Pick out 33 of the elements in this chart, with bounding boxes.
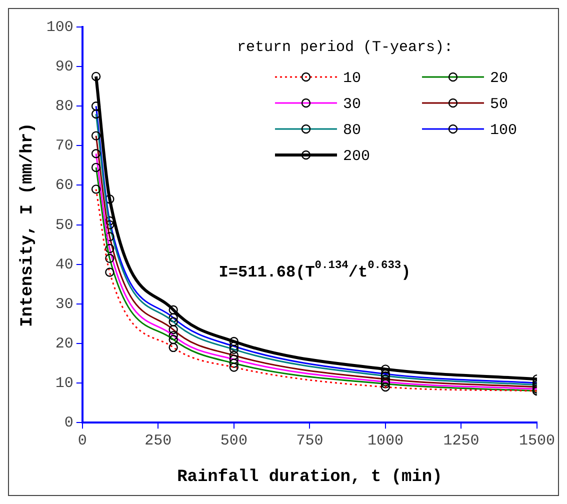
x-tick-label: 0 <box>78 432 87 450</box>
legend-label: 50 <box>490 96 508 113</box>
point <box>229 336 239 346</box>
y-tick-label: 90 <box>55 58 74 76</box>
legend-label: 20 <box>490 70 508 87</box>
y-tick-label: 20 <box>55 335 74 352</box>
x-axis-title: Rainfall duration, t (min) <box>177 468 442 488</box>
point <box>168 305 178 314</box>
y-tick-label: 100 <box>46 18 74 36</box>
y-tick-label: 80 <box>55 98 74 116</box>
point <box>380 364 390 374</box>
y-tick-label: 70 <box>55 138 74 155</box>
legend-label: 80 <box>342 122 362 139</box>
legend-label: 100 <box>490 122 518 139</box>
x-tick-label: 250 <box>144 432 172 450</box>
x-tick-label: 500 <box>220 432 248 450</box>
y-tick-label: 30 <box>55 296 74 313</box>
y-tick-label: 10 <box>55 375 74 392</box>
point <box>105 194 114 204</box>
x-tick-label: 750 <box>296 432 324 450</box>
x-tick-label: 1250 <box>443 432 480 450</box>
x-tick-label: 1500 <box>518 432 556 450</box>
point <box>91 72 101 82</box>
y-tick-label: 60 <box>55 177 74 194</box>
legend-title: return period (T-years): <box>236 38 454 56</box>
legend-label: 200 <box>342 148 370 165</box>
legend-label: 10 <box>342 70 362 87</box>
x-tick-label: 1000 <box>367 432 404 450</box>
legend-label: 30 <box>342 96 362 113</box>
y-tick-label: 0 <box>64 414 74 432</box>
y-tick-label: 40 <box>55 256 74 274</box>
y-axis-title: Intensity, I (mm/hr) <box>18 122 38 327</box>
y-tick-label: 50 <box>55 216 74 234</box>
